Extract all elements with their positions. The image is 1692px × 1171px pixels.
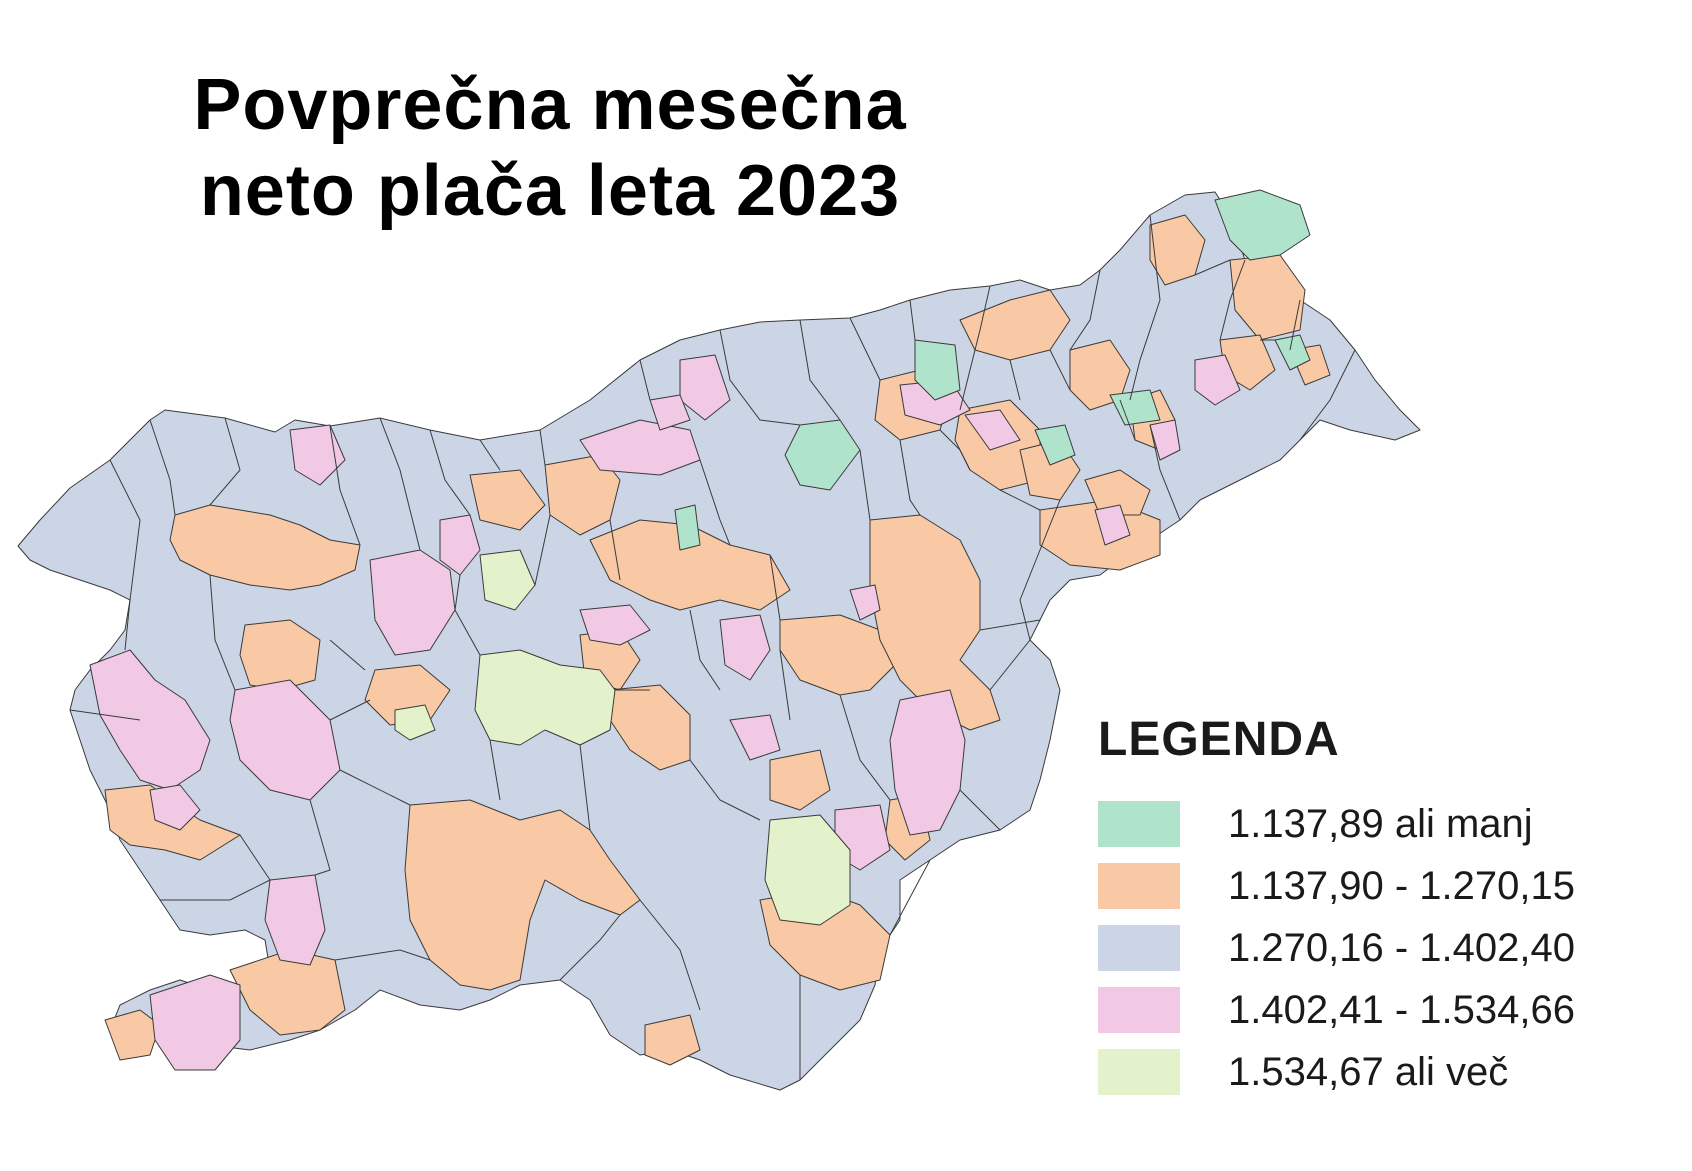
region-pink [149,784,201,831]
legend-title: LEGENDA [1098,713,1340,766]
map-title-line-2: neto plača leta 2023 [199,151,901,231]
region-pink [1149,419,1181,461]
region-pink [1194,354,1241,406]
region-light-green [479,549,536,611]
region-orange [169,504,361,591]
region-orange [779,614,901,696]
legend-swatch [1098,925,1180,971]
region-pink [649,394,691,431]
region-green [1274,334,1311,371]
region-pink [579,604,651,646]
region-green [914,339,961,401]
region-green [1109,389,1161,426]
legend-swatch [1098,801,1180,847]
map-title-line-1: Povprečna mesečna [193,65,907,145]
region-green [674,504,701,551]
region-pink [1094,504,1131,546]
legend-label: 1.270,16 - 1.402,40 [1228,925,1575,970]
municipality-boundaries [69,214,1356,1080]
region-pink [439,514,481,576]
region-pink [719,614,771,681]
legend-items: 1.137,89 ali manj 1.137,90 - 1.270,15 1.27… [1098,793,1575,1103]
legend-swatch [1098,1049,1180,1095]
region-light-green [394,704,436,741]
legend-label: 1.137,89 ali manj [1228,801,1533,846]
region-light-green [764,814,851,926]
legend-label: 1.534,67 ali več [1228,1049,1509,1094]
legend-item: 1.270,16 - 1.402,40 [1098,917,1575,979]
region-orange [469,469,546,531]
legend-swatch [1098,987,1180,1033]
region-orange [609,684,691,771]
legend-label: 1.137,90 - 1.270,15 [1228,863,1575,908]
region-green [1214,189,1311,261]
region-pink [679,354,731,421]
region-pink [889,689,966,836]
legend-label: 1.402,41 - 1.534,66 [1228,987,1575,1032]
region-pink [89,649,211,791]
legend-item: 1.402,41 - 1.534,66 [1098,979,1575,1041]
legend-swatch [1098,863,1180,909]
legend-item: 1.137,90 - 1.270,15 [1098,855,1575,917]
region-green [1034,424,1076,466]
region-light-green [474,649,616,746]
region-pink [729,714,781,761]
region-pink [289,424,346,486]
map-legend: LEGENDA 1.137,89 ali manj 1.137,90 - 1.27… [1098,712,1575,1103]
region-orange [769,749,831,811]
legend-item: 1.534,67 ali več [1098,1041,1575,1103]
region-orange [239,619,321,691]
legend-item: 1.137,89 ali manj [1098,793,1575,855]
region-orange [404,799,641,991]
region-orange [644,1014,701,1066]
country-base-region [17,191,1421,1091]
region-pink [369,549,456,656]
region-pink [149,974,241,1071]
region-pink [964,409,1021,451]
map-title: Povprečna mesečna neto plača leta 2023 [150,62,950,234]
region-orange [959,289,1071,361]
region-pink [849,584,881,621]
region-orange [869,514,1001,731]
